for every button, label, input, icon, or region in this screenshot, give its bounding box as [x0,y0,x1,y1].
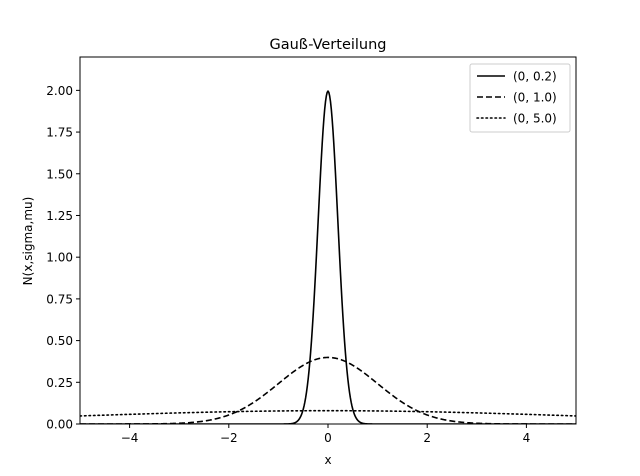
y-tick-label-7: 1.75 [46,126,73,140]
legend-label-1: (0, 1.0) [513,91,557,105]
legend: (0, 0.2) (0, 1.0) (0, 5.0) [469,63,571,133]
legend-label-0: (0, 0.2) [513,70,557,84]
y-tick-label-4: 1.00 [46,251,73,265]
y-tick-label-8: 2.00 [46,84,73,98]
x-tick-label-0: −4 [121,431,139,445]
y-tick-label-6: 1.50 [46,167,73,181]
x-tick-label-4: 4 [523,431,531,445]
y-axis-label: N(x,sigma,mu) [21,197,35,286]
legend-box [469,63,571,133]
x-tick-label-1: −2 [220,431,238,445]
y-tick-label-3: 0.75 [46,292,73,306]
y-tick-label-0: 0.00 [46,418,73,432]
x-tick-label-2: 0 [324,431,332,445]
legend-label-2: (0, 5.0) [513,112,557,126]
series-line-1 [80,356,576,424]
x-axis-label: x [324,453,331,467]
y-tick-label-5: 1.25 [46,209,73,223]
x-tick-label-3: 2 [423,431,431,445]
y-tick-label-1: 0.25 [46,376,73,390]
chart-title: Gauß-Verteilung [269,37,386,53]
x-axis: −4 −2 0 2 4 [121,424,530,445]
y-tick-label-2: 0.50 [46,334,73,348]
y-axis: 0.00 0.25 0.50 0.75 1.00 1.25 1.50 1.75 2.00 [46,84,80,432]
series-group [80,89,576,424]
series-line-0 [80,89,576,424]
series-line-2 [80,409,576,417]
